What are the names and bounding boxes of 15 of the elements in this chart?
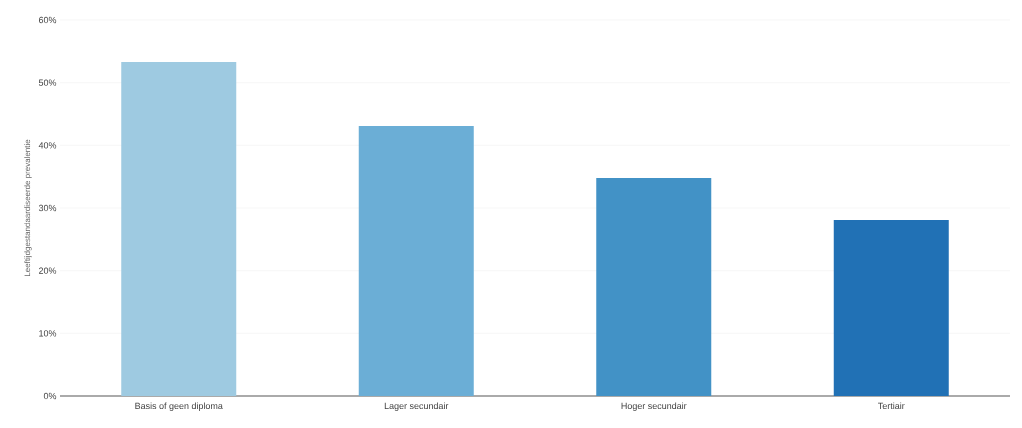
x-tick-label: Lager secundair (384, 402, 449, 411)
y-tick-label: 0% (43, 392, 57, 400)
bar (833, 219, 949, 396)
y-tick-label: 10% (39, 330, 57, 337)
bar (596, 177, 712, 396)
y-tick-label: 50% (38, 79, 57, 86)
y-tick-label: 60% (38, 16, 57, 24)
y-tick-label: 40% (38, 142, 57, 149)
x-tick-label: Basis of geen diploma (135, 402, 223, 411)
bar (121, 61, 237, 396)
x-tick-label: Tertiair (878, 402, 905, 410)
x-tick-label: Hoger secundair (621, 402, 687, 411)
y-tick-label: 20% (38, 267, 57, 274)
y-tick-label: 30% (38, 204, 57, 212)
bar (358, 125, 474, 396)
